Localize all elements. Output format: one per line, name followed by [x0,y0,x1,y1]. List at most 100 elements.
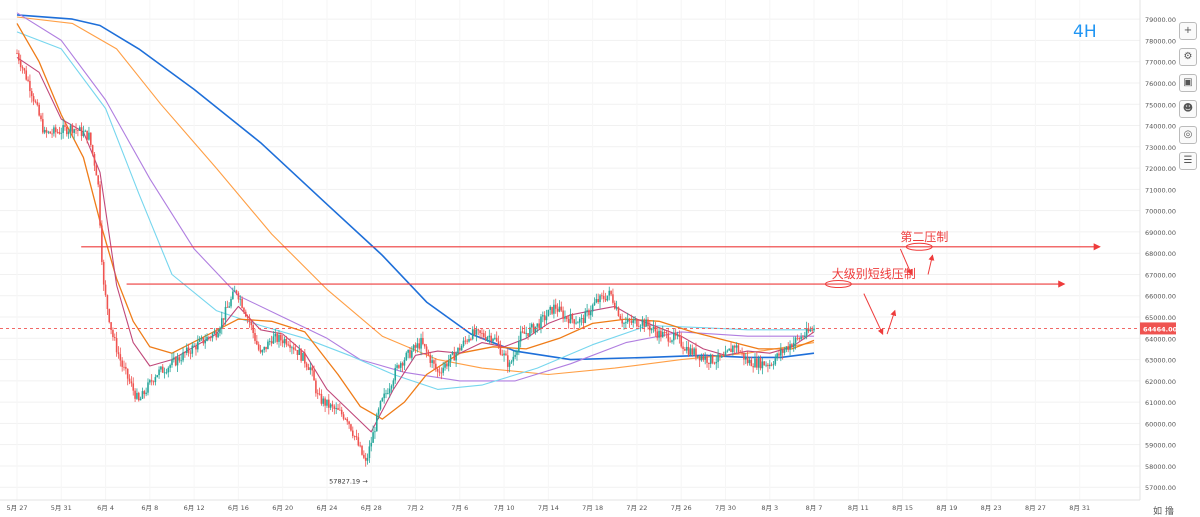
candle-body [761,361,764,369]
time-axis[interactable]: 5月 27 5月 31 6月 4 6月 8 6月 12 6月 16 6月 20 6月 24 6月… [0,499,1140,512]
current-price-label: 64464.00 [1143,325,1178,333]
candle-body [713,362,716,364]
candle-body [549,306,552,310]
annotation-arrow [899,248,913,276]
candle-body [185,347,188,353]
x-tick-label: 6月 16 [228,504,249,512]
candle-body [553,304,555,314]
candle-body [599,295,601,303]
crosshair-icon[interactable]: + [1179,22,1197,40]
moving-average-line [16,16,815,376]
candle-body [233,290,236,292]
candle-body [139,398,142,401]
candle-body [43,129,46,133]
candle-body [191,345,194,354]
candle-body [479,330,481,334]
y-tick-label: 64000.00 [1145,335,1176,343]
candle-body [770,364,773,366]
candle-body [447,361,450,367]
candle-body [785,346,788,350]
low-price-marker: 57827.19 → [329,478,368,486]
candle-body [226,306,229,308]
candle-body [307,367,310,370]
candle-body [656,331,659,338]
candle-body [187,347,190,353]
candle-body [542,315,544,317]
candle-body [71,125,74,133]
candle-body [455,353,457,361]
candle-body [29,80,31,92]
candle-body [436,368,439,372]
candle-body [748,359,751,364]
candle-body [768,364,771,367]
candle-body [355,436,358,438]
scale-button-1[interactable]: 如 [1153,507,1163,517]
y-tick-label: 60000.00 [1145,420,1176,428]
candle-body [667,333,670,342]
candle-body [401,363,404,366]
candle-body [623,323,625,325]
candle-body [720,356,723,358]
resistance-label-2: 大级别短线压制 [832,267,916,281]
candle-body [239,298,242,300]
candle-body [438,371,441,373]
candle-body [169,365,171,368]
candle-body [220,318,223,329]
candle-body [346,418,349,422]
candle-body [529,327,531,336]
candle-body [506,355,509,367]
candle-body [634,319,636,321]
candle-body [763,361,766,366]
y-tick-label: 63000.00 [1145,357,1176,365]
candle-body [38,104,40,116]
candle-body [752,366,754,368]
candle-body [630,321,633,323]
candle-body [285,338,288,345]
candle-body [684,348,686,351]
candle-body [156,375,159,378]
compass-icon[interactable]: ◎ [1179,126,1197,144]
candle-body [739,351,742,353]
candle-body [390,385,393,389]
candle-body [567,318,570,324]
annotation-arrow [927,254,935,275]
candle-body [32,96,35,102]
candle-body [208,336,210,338]
candle-body [617,307,620,316]
candle-body [420,337,422,349]
candle-body [628,319,631,322]
price-axis[interactable]: 57000.00 58000.00 59000.00 60000.00 61000.00… [1139,0,1176,500]
candle-body [311,367,313,371]
candle-body [165,372,168,374]
candle-body [737,345,740,352]
camera-icon[interactable]: ▣ [1179,74,1197,92]
candle-body [137,392,140,401]
candle-body [495,337,498,342]
x-tick-label: 6月 28 [361,504,382,512]
candle-body [444,363,446,368]
candle-body [267,341,269,350]
candle-body [394,367,397,381]
candle-body [296,350,299,355]
candle-body [409,349,411,358]
candle-body [104,284,107,296]
candle-body [90,132,92,146]
settings-icon[interactable]: ⚙ [1179,48,1197,66]
candle-body [243,307,245,312]
candle-body [112,330,114,338]
x-tick-label: 7月 26 [671,504,692,512]
candle-body [425,346,428,352]
y-tick-label: 69000.00 [1145,229,1176,237]
list-icon[interactable]: ☰ [1179,152,1197,170]
y-tick-label: 61000.00 [1145,399,1176,407]
current-price-tag [1140,322,1176,335]
candle-body [152,381,155,383]
candle-body [554,304,557,309]
resistance-ellipse-1 [905,242,933,251]
candle-body [460,345,463,351]
candle-body [348,421,350,425]
candle-body [350,424,352,431]
scale-button-2[interactable]: 撸 [1165,507,1175,517]
candle-body [101,225,103,262]
robot-icon[interactable]: ☻ [1179,100,1197,118]
